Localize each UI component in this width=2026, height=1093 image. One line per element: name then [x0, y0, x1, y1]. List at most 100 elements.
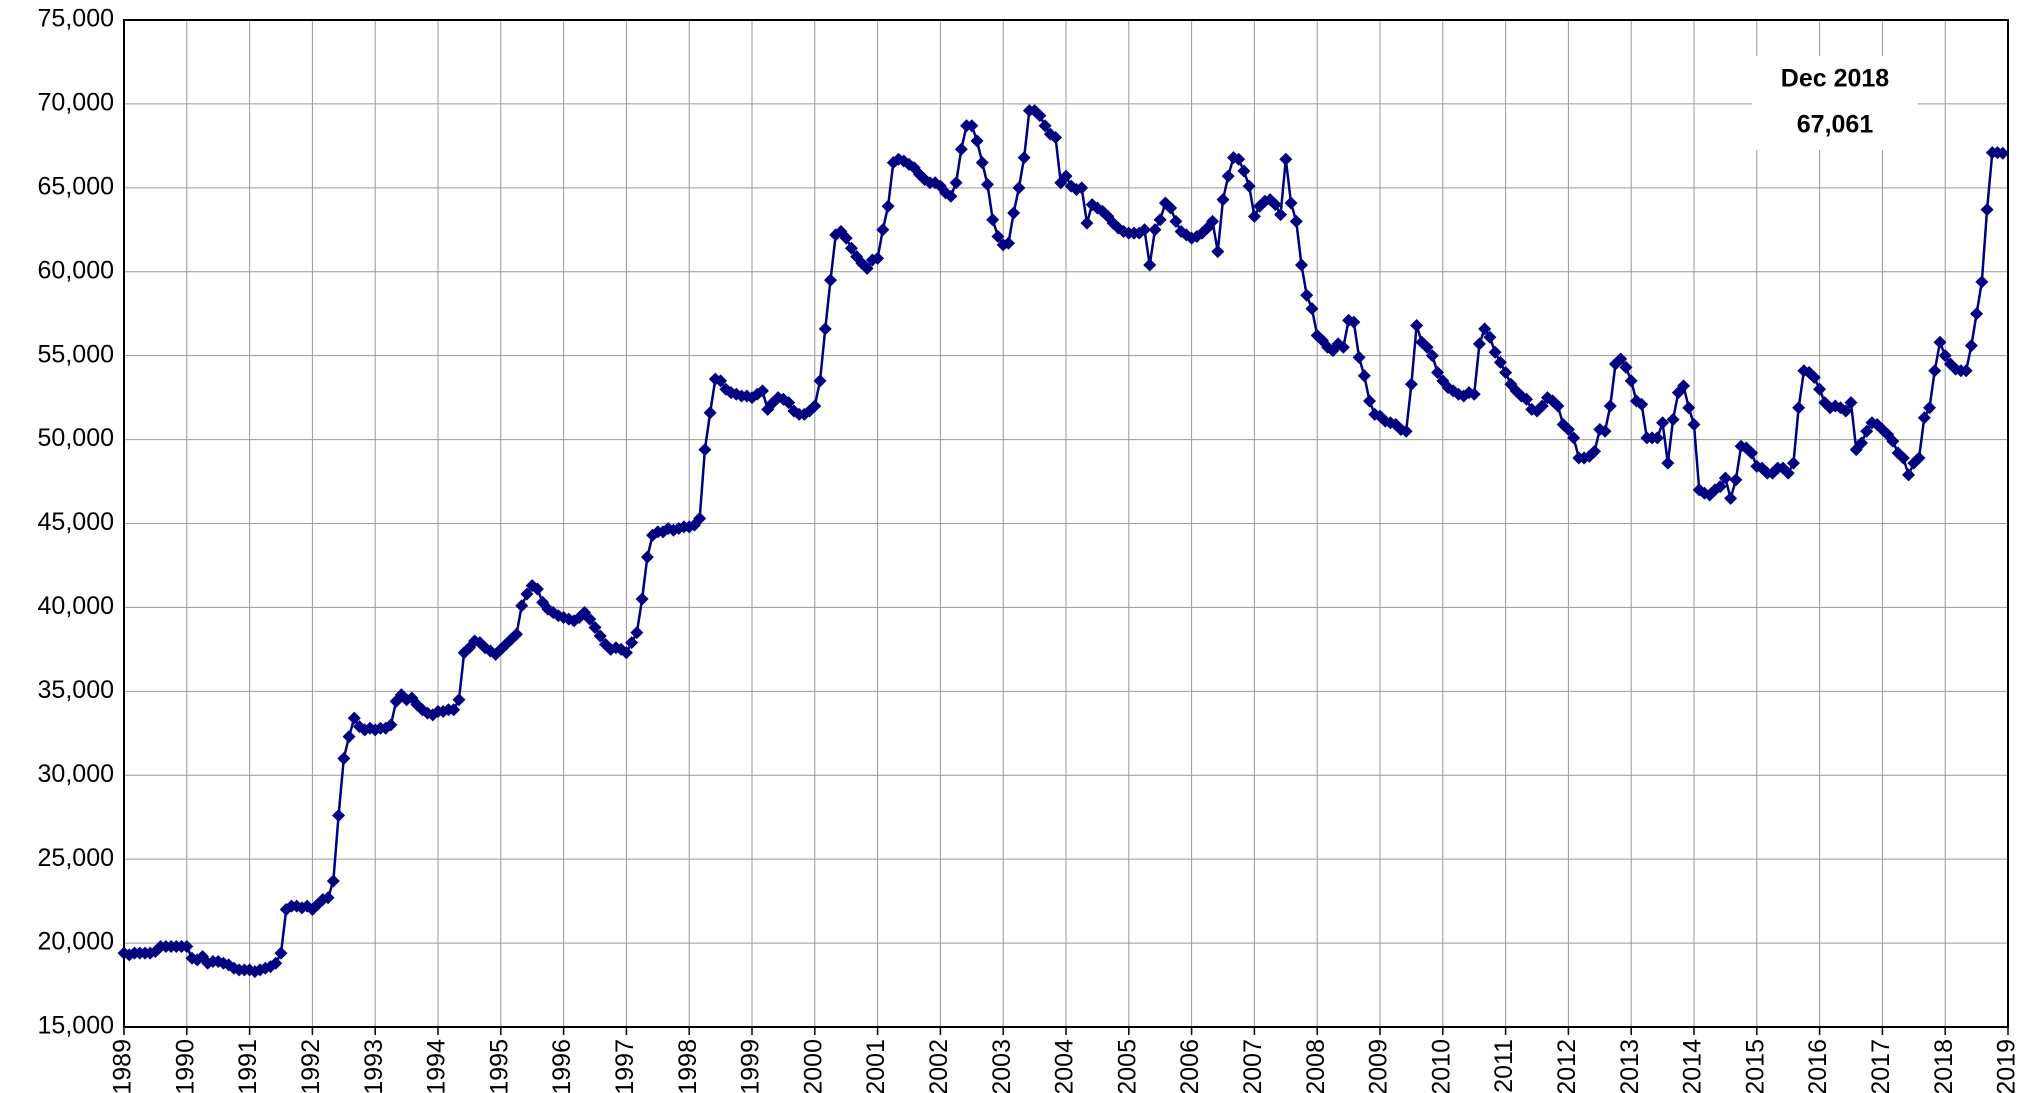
data-marker — [1274, 208, 1288, 222]
data-marker — [1017, 151, 1031, 165]
y-tick-label: 30,000 — [38, 760, 114, 788]
data-marker — [1792, 401, 1806, 415]
data-marker — [1153, 213, 1167, 227]
data-marker — [1603, 399, 1617, 413]
data-marker — [714, 374, 728, 388]
y-tick-label: 60,000 — [38, 256, 114, 284]
x-tick-label: 2017 — [1867, 1039, 1895, 1093]
data-marker — [703, 406, 717, 420]
data-marker — [640, 550, 654, 564]
data-marker — [1619, 360, 1633, 374]
data-marker — [1886, 434, 1900, 448]
data-marker — [530, 582, 544, 596]
x-tick-label: 2015 — [1741, 1039, 1769, 1093]
data-marker — [1001, 236, 1015, 250]
data-marker — [337, 751, 351, 765]
data-marker — [871, 251, 885, 265]
data-marker — [1656, 416, 1670, 430]
data-marker — [1425, 349, 1439, 363]
data-marker — [593, 629, 607, 643]
data-marker — [1902, 468, 1916, 482]
data-marker — [274, 946, 288, 960]
x-tick-label: 2008 — [1302, 1039, 1330, 1093]
data-marker — [1279, 152, 1293, 166]
data-marker — [332, 809, 346, 823]
data-marker — [1305, 302, 1319, 316]
y-tick-label: 55,000 — [38, 340, 114, 368]
y-tick-label: 45,000 — [38, 508, 114, 536]
data-marker — [782, 396, 796, 410]
data-marker — [1221, 169, 1235, 183]
data-marker — [520, 587, 534, 601]
data-marker — [1839, 404, 1853, 418]
data-marker — [1807, 370, 1821, 384]
data-marker — [326, 874, 340, 888]
y-tick-label: 70,000 — [38, 89, 114, 117]
data-marker — [975, 156, 989, 170]
data-marker — [1242, 179, 1256, 193]
x-tick-label: 2006 — [1176, 1039, 1204, 1093]
data-marker — [1661, 456, 1675, 470]
x-tick-label: 1991 — [234, 1039, 262, 1093]
x-tick-label: 1997 — [611, 1039, 639, 1093]
data-marker — [1745, 446, 1759, 460]
data-marker — [1912, 451, 1926, 465]
plot-border — [123, 19, 2009, 1028]
data-marker — [384, 718, 398, 732]
x-tick-label: 2001 — [862, 1039, 890, 1093]
x-tick-label: 1994 — [423, 1039, 451, 1093]
data-marker — [1143, 258, 1157, 272]
data-marker — [1467, 387, 1481, 401]
data-marker — [1007, 206, 1021, 220]
data-marker — [1295, 258, 1308, 272]
data-marker — [1148, 223, 1162, 237]
data-marker — [818, 322, 832, 336]
data-marker — [1420, 340, 1434, 354]
x-tick-label: 2012 — [1553, 1039, 1581, 1093]
data-marker — [1080, 216, 1094, 230]
data-marker — [1561, 423, 1575, 437]
x-tick-label: 1992 — [297, 1039, 325, 1093]
data-marker — [1216, 193, 1230, 207]
data-marker — [1975, 275, 1989, 289]
data-marker — [1488, 345, 1502, 359]
y-tick-label: 35,000 — [38, 676, 114, 704]
data-marker — [1284, 196, 1298, 210]
data-marker — [1781, 466, 1795, 480]
data-marker — [1499, 365, 1513, 379]
data-marker — [1520, 392, 1534, 406]
y-tick-label: 25,000 — [38, 844, 114, 872]
data-marker — [1363, 394, 1377, 408]
x-tick-label: 1990 — [171, 1039, 199, 1093]
x-tick-label: 1996 — [548, 1039, 576, 1093]
x-tick-label: 2009 — [1365, 1039, 1393, 1093]
data-marker — [1399, 424, 1413, 438]
y-tick-label: 40,000 — [38, 592, 114, 620]
data-marker — [1682, 401, 1696, 415]
data-marker — [1357, 369, 1371, 383]
annotation-text: Dec 2018 — [1781, 65, 1890, 93]
data-marker — [1687, 417, 1701, 431]
data-marker — [1588, 444, 1602, 458]
data-marker — [1138, 223, 1151, 237]
data-marker — [180, 939, 194, 953]
data-marker — [1300, 288, 1314, 302]
data-marker — [876, 223, 890, 237]
data-marker — [1813, 382, 1827, 396]
data-marker — [991, 230, 1005, 244]
y-tick-label: 20,000 — [38, 928, 114, 956]
data-marker — [1928, 364, 1942, 378]
data-marker — [1247, 209, 1261, 223]
data-marker — [970, 134, 984, 148]
data-marker — [1718, 471, 1732, 485]
data-marker — [1232, 152, 1246, 166]
data-marker — [1896, 451, 1910, 465]
data-marker — [1567, 431, 1581, 445]
data-marker — [1624, 374, 1638, 388]
x-tick-label: 2005 — [1113, 1039, 1141, 1093]
data-marker — [515, 599, 529, 613]
data-marker — [1635, 397, 1649, 411]
data-marker — [1923, 401, 1936, 415]
data-marker — [1713, 480, 1727, 494]
x-tick-label: 1993 — [360, 1039, 388, 1093]
